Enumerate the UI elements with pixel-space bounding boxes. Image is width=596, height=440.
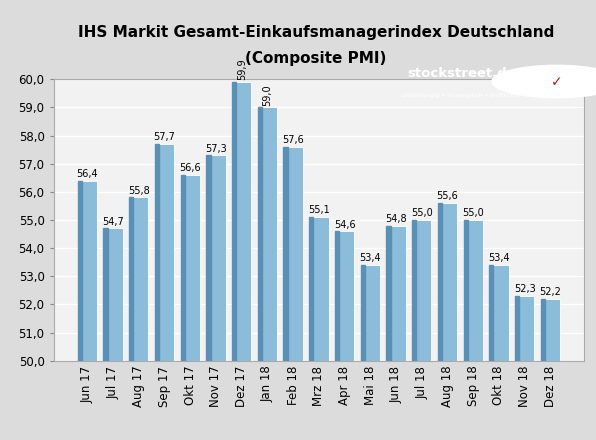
Bar [104, 228, 123, 361]
Text: stockstreet.de: stockstreet.de [407, 67, 516, 80]
Bar [155, 144, 174, 361]
Text: 54,6: 54,6 [334, 220, 355, 230]
Bar [206, 155, 226, 361]
Bar [284, 147, 303, 361]
Bar [206, 155, 210, 361]
Bar [386, 226, 406, 361]
Bar [386, 226, 390, 361]
Text: 54,8: 54,8 [385, 214, 407, 224]
Text: 57,6: 57,6 [283, 135, 304, 145]
Bar [464, 220, 468, 361]
Bar [438, 203, 457, 361]
Bar [489, 265, 493, 361]
Text: 59,0: 59,0 [262, 84, 272, 106]
Bar [129, 198, 148, 361]
Bar [309, 217, 328, 361]
Bar [309, 217, 313, 361]
Text: 54,7: 54,7 [103, 217, 124, 227]
Circle shape [492, 65, 596, 98]
Text: 52,2: 52,2 [539, 287, 561, 297]
Text: 52,3: 52,3 [514, 284, 535, 294]
Bar [129, 198, 134, 361]
Text: 57,7: 57,7 [154, 132, 175, 142]
Text: 57,3: 57,3 [205, 143, 227, 154]
Bar [258, 107, 262, 361]
Bar [258, 107, 277, 361]
Text: 53,4: 53,4 [359, 253, 381, 264]
Text: 55,1: 55,1 [308, 205, 330, 216]
Bar [515, 296, 519, 361]
Bar [489, 265, 508, 361]
Bar [412, 220, 417, 361]
Bar [412, 220, 432, 361]
Bar [104, 228, 108, 361]
Text: unabhängig • strategisch • trefflicher: unabhängig • strategisch • trefflicher [402, 93, 521, 98]
Bar [464, 220, 483, 361]
Bar [541, 299, 560, 361]
Text: 59,9: 59,9 [237, 59, 247, 81]
Text: 56,4: 56,4 [76, 169, 98, 179]
Bar [284, 147, 288, 361]
Text: 55,0: 55,0 [411, 208, 433, 218]
Bar [541, 299, 545, 361]
Text: 55,0: 55,0 [462, 208, 484, 218]
Bar [361, 265, 380, 361]
Bar [515, 296, 534, 361]
Bar [77, 180, 97, 361]
Bar [438, 203, 442, 361]
Text: (Composite PMI): (Composite PMI) [245, 51, 387, 66]
Text: ✓: ✓ [551, 76, 563, 89]
Bar [335, 231, 339, 361]
Text: 55,8: 55,8 [128, 186, 150, 196]
Text: IHS Markit Gesamt-Einkaufsmanagerindex Deutschland: IHS Markit Gesamt-Einkaufsmanagerindex D… [77, 25, 554, 40]
Text: 56,6: 56,6 [179, 163, 201, 173]
Text: 55,6: 55,6 [437, 191, 458, 202]
Bar [232, 82, 236, 361]
Bar [181, 175, 200, 361]
Bar [155, 144, 159, 361]
Bar [181, 175, 185, 361]
Bar [361, 265, 365, 361]
Bar [335, 231, 354, 361]
Bar [77, 180, 82, 361]
Text: 53,4: 53,4 [488, 253, 510, 264]
Bar [232, 82, 252, 361]
